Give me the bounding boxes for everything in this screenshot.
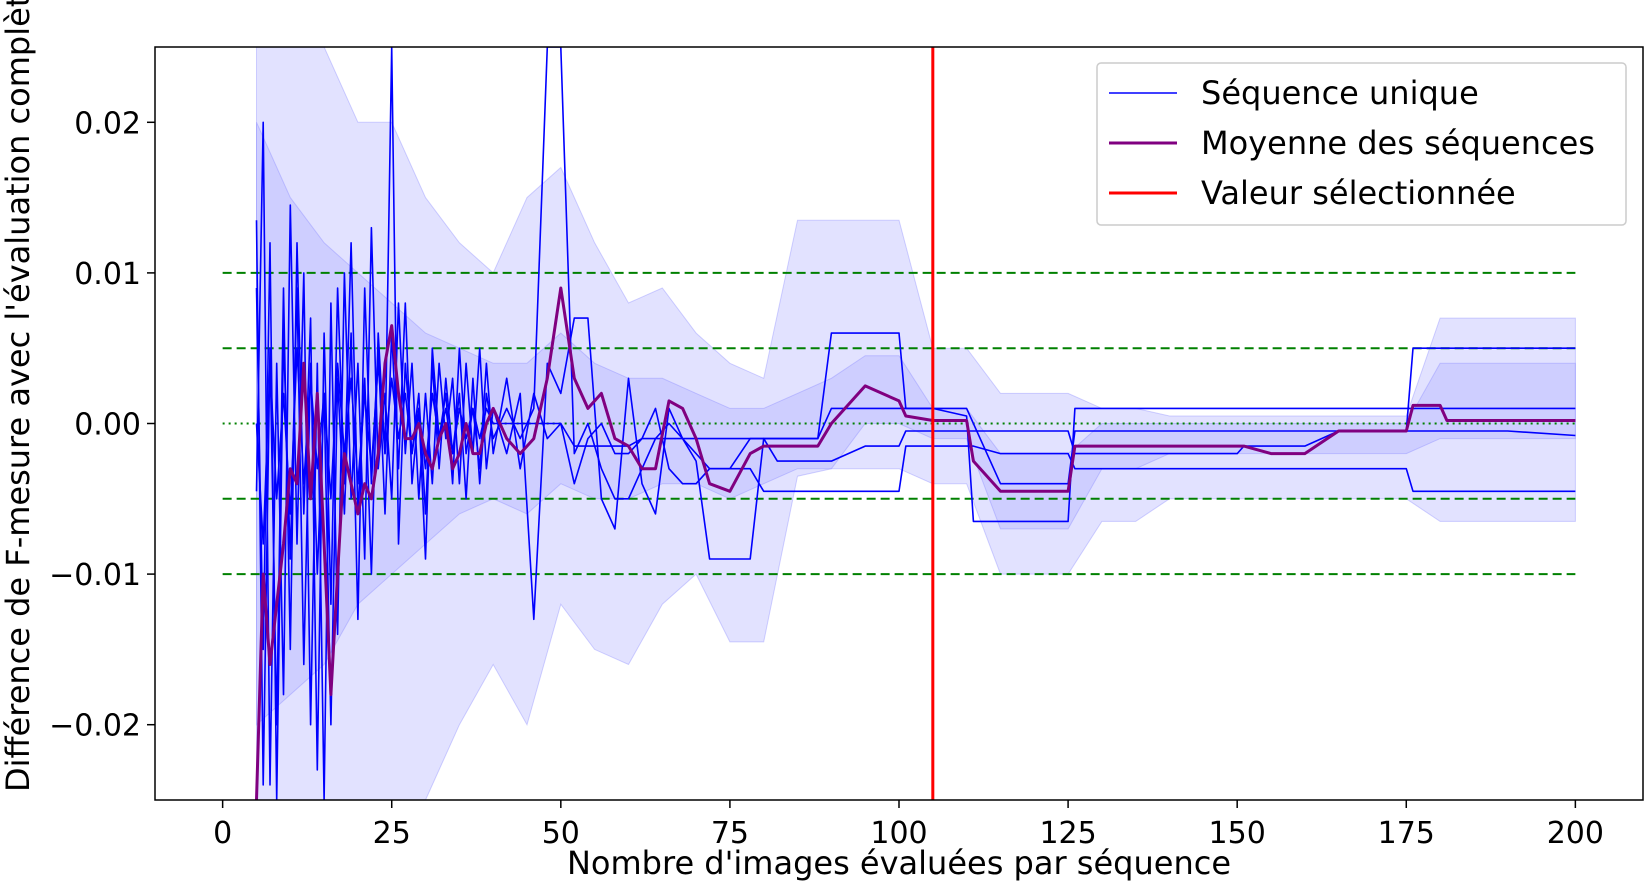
y-axis-ticks: −0.02 −0.01 0.00 0.01 0.02 (49, 106, 155, 744)
x-tick-label: 200 (1547, 816, 1604, 851)
series-line-mean (255, 286, 1576, 800)
guide-lines (222, 271, 1576, 576)
y-tick-label: 0.02 (74, 106, 141, 141)
x-tick-label: 100 (870, 816, 927, 851)
x-axis-ticks: 0 25 50 75 100 125 150 175 200 (213, 800, 1604, 851)
band-2 (256, 122, 1576, 726)
y-tick-label: 0.00 (74, 408, 141, 443)
legend-label: Séquence unique (1201, 74, 1479, 112)
x-tick-label: 175 (1378, 816, 1435, 851)
band-1 (256, 47, 1576, 800)
y-axis-label: Différence de F-mesure avec l'évaluation… (0, 0, 37, 792)
legend-box (1096, 62, 1627, 226)
x-tick-label: 75 (711, 816, 749, 851)
x-axis-label: Nombre d'images évaluées par séquence (567, 844, 1231, 882)
y-tick-label: 0.01 (74, 257, 141, 292)
series-line-single (255, 347, 1576, 545)
series-line-single (255, 242, 1576, 800)
y-tick-label: −0.02 (49, 709, 141, 744)
legend-label: Valeur sélectionnée (1201, 174, 1516, 212)
x-tick-label: 125 (1039, 816, 1096, 851)
series-line-single (255, 121, 1576, 800)
series-lines (255, 47, 1576, 800)
x-tick-label: 25 (373, 816, 411, 851)
legend-label: Moyenne des séquences (1201, 124, 1595, 162)
x-tick-label: 150 (1209, 816, 1266, 851)
y-tick-label: −0.01 (49, 558, 141, 593)
confidence-bands (256, 47, 1576, 800)
x-tick-label: 0 (213, 816, 232, 851)
legend: Séquence unique Moyenne des séquences Vale… (1096, 62, 1627, 226)
x-tick-label: 50 (542, 816, 580, 851)
